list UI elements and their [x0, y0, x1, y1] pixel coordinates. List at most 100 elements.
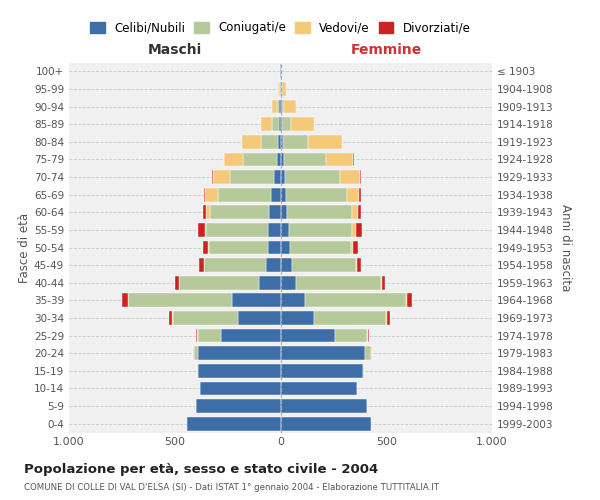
Bar — [281, 100, 284, 114]
Bar — [305, 294, 406, 307]
Bar — [314, 311, 386, 325]
Bar — [277, 100, 280, 114]
Bar — [179, 276, 259, 289]
Bar — [196, 328, 197, 342]
Bar — [212, 170, 213, 184]
Bar — [382, 276, 385, 289]
Bar — [326, 152, 353, 166]
Bar — [280, 100, 281, 114]
Bar — [194, 346, 198, 360]
Bar — [279, 118, 281, 131]
Bar — [261, 118, 272, 131]
Bar — [281, 152, 284, 166]
Text: COMUNE DI COLLE DI VAL D'ELSA (SI) - Dati ISTAT 1° gennaio 2004 - Elaborazione T: COMUNE DI COLLE DI VAL D'ELSA (SI) - Dat… — [24, 484, 439, 492]
Bar — [284, 100, 296, 114]
Bar — [292, 258, 356, 272]
Bar — [278, 82, 280, 96]
Bar — [204, 188, 205, 202]
Bar — [381, 276, 382, 289]
Bar — [269, 206, 281, 219]
Bar — [281, 170, 285, 184]
Bar — [224, 152, 244, 166]
Bar — [406, 294, 407, 307]
Bar — [213, 170, 230, 184]
Bar — [271, 188, 281, 202]
Bar — [359, 188, 361, 202]
Bar — [281, 417, 371, 430]
Bar — [198, 328, 221, 342]
Bar — [199, 258, 203, 272]
Bar — [281, 135, 283, 148]
Bar — [281, 240, 290, 254]
Bar — [230, 170, 274, 184]
Bar — [281, 223, 289, 237]
Legend: Celibi/Nubili, Coniugati/e, Vedovi/e, Divorziati/e: Celibi/Nubili, Coniugati/e, Vedovi/e, Di… — [86, 16, 475, 39]
Bar — [197, 364, 198, 378]
Bar — [347, 188, 359, 202]
Bar — [262, 135, 278, 148]
Bar — [169, 311, 172, 325]
Bar — [128, 294, 232, 307]
Bar — [285, 170, 340, 184]
Bar — [209, 206, 269, 219]
Bar — [356, 223, 362, 237]
Bar — [281, 258, 292, 272]
Bar — [281, 118, 282, 131]
Bar — [280, 82, 281, 96]
Bar — [209, 240, 268, 254]
Bar — [296, 276, 381, 289]
Bar — [352, 223, 356, 237]
Bar — [199, 223, 205, 237]
Bar — [283, 135, 308, 148]
Bar — [281, 276, 296, 289]
Bar — [340, 170, 360, 184]
Text: Maschi: Maschi — [148, 43, 202, 57]
Bar — [281, 188, 286, 202]
Bar — [244, 152, 277, 166]
Bar — [206, 206, 209, 219]
Bar — [238, 311, 281, 325]
Bar — [272, 118, 279, 131]
Bar — [218, 188, 271, 202]
Y-axis label: Fasce di età: Fasce di età — [18, 212, 31, 282]
Bar — [289, 223, 352, 237]
Bar — [259, 276, 281, 289]
Text: Femmine: Femmine — [350, 43, 422, 57]
Bar — [268, 240, 281, 254]
Bar — [281, 346, 365, 360]
Bar — [352, 240, 353, 254]
Bar — [353, 240, 358, 254]
Bar — [281, 294, 305, 307]
Bar — [407, 294, 412, 307]
Bar — [203, 258, 205, 272]
Y-axis label: Anni di nascita: Anni di nascita — [559, 204, 572, 291]
Bar — [287, 206, 352, 219]
Bar — [356, 258, 361, 272]
Bar — [187, 417, 281, 430]
Bar — [281, 364, 363, 378]
Bar — [352, 206, 358, 219]
Bar — [278, 135, 281, 148]
Bar — [284, 152, 326, 166]
Bar — [281, 382, 356, 396]
Bar — [335, 328, 367, 342]
Bar — [175, 276, 179, 289]
Bar — [208, 240, 209, 254]
Bar — [281, 206, 287, 219]
Bar — [205, 258, 266, 272]
Bar — [203, 240, 208, 254]
Text: Popolazione per età, sesso e stato civile - 2004: Popolazione per età, sesso e stato civil… — [24, 462, 378, 475]
Bar — [203, 206, 206, 219]
Bar — [173, 311, 238, 325]
Bar — [206, 223, 268, 237]
Bar — [274, 170, 281, 184]
Bar — [386, 311, 390, 325]
Bar — [197, 328, 198, 342]
Bar — [282, 118, 290, 131]
Bar — [360, 170, 361, 184]
Bar — [368, 328, 370, 342]
Bar — [198, 346, 281, 360]
Bar — [242, 135, 262, 148]
Bar — [205, 223, 206, 237]
Bar — [122, 294, 128, 307]
